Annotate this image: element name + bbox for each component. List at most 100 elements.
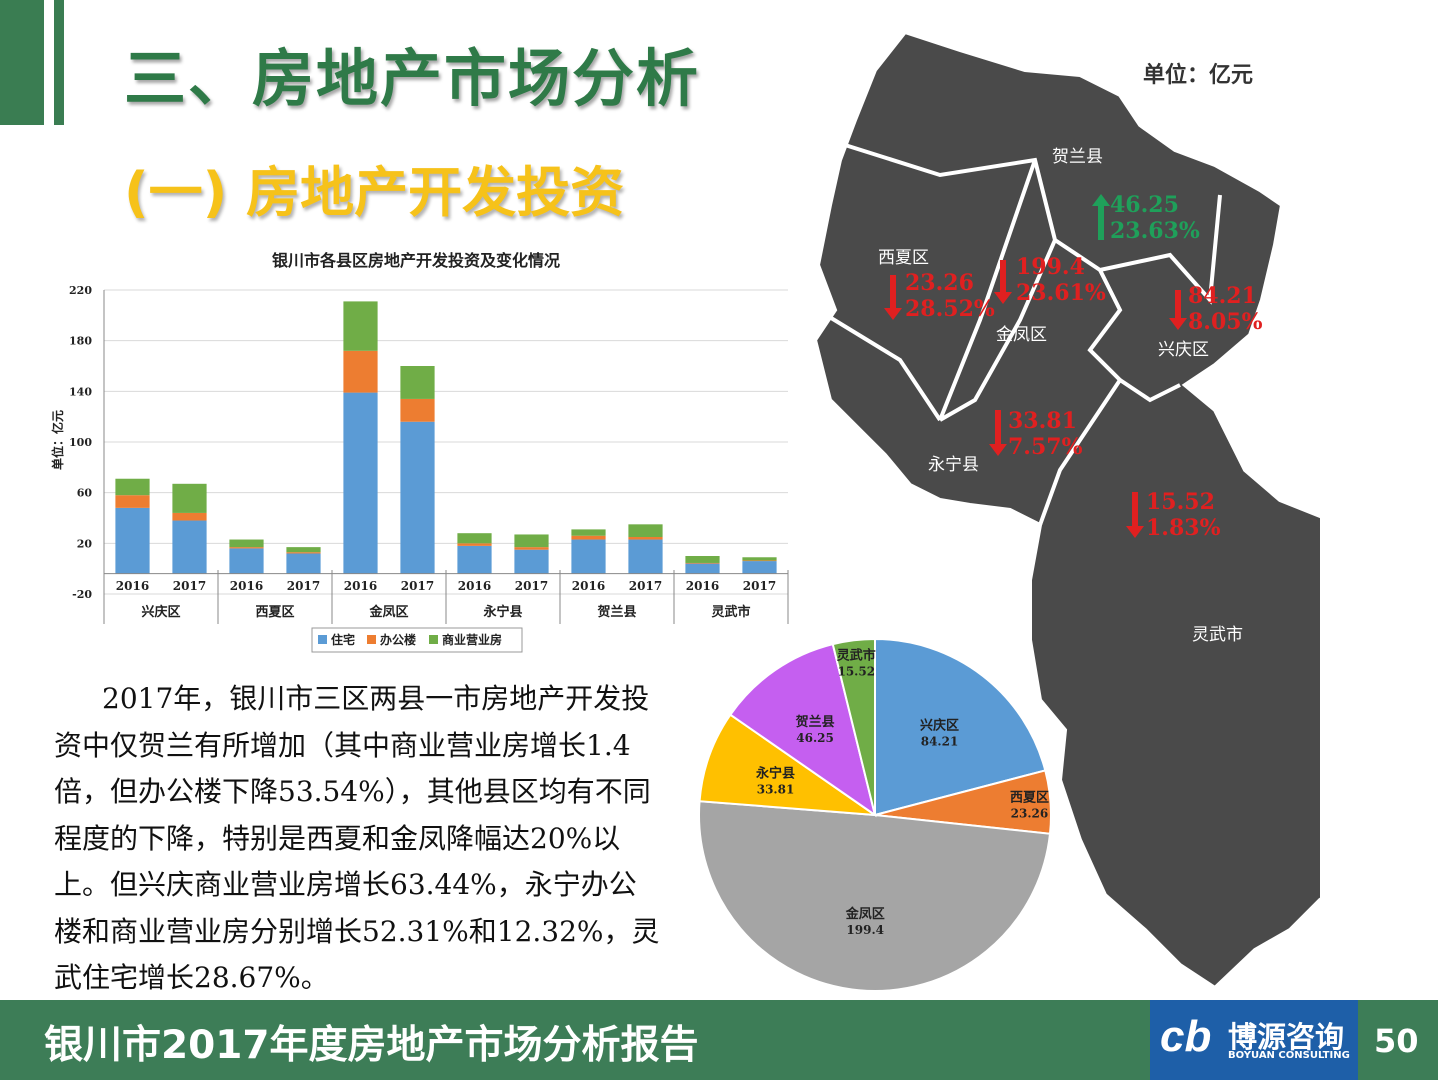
- unit-label: 单位：亿元: [1143, 63, 1254, 88]
- bar-segment: [286, 547, 321, 553]
- y-axis-label: 单位：亿元: [50, 410, 65, 470]
- region-change-xixia: 28.52%: [905, 296, 995, 322]
- bar-segment: [685, 562, 720, 564]
- region-name-jinfeng: 金凤区: [996, 325, 1047, 345]
- bar-segment: [286, 552, 321, 554]
- region-value-jinfeng: 199.4: [1016, 254, 1085, 280]
- bar-segment: [115, 507, 150, 574]
- pie-slice-label: 灵武市: [837, 647, 876, 663]
- bar-segment: [457, 545, 492, 574]
- x-tick-label: 2017: [629, 579, 662, 593]
- group-label: 灵武市: [711, 604, 750, 620]
- region-name-yongning: 永宁县: [928, 455, 979, 475]
- corner-decoration-bar-thin: [54, 0, 64, 125]
- map-label-xingqing: 84.21 8.05% 兴庆区: [1158, 283, 1263, 360]
- bar-segment: [286, 553, 321, 574]
- legend-swatch: [318, 635, 327, 644]
- bar-segment: [229, 548, 264, 574]
- x-tick-label: 2016: [458, 579, 491, 593]
- group-label: 西夏区: [255, 605, 294, 620]
- y-tick-label: 60: [77, 487, 93, 500]
- map-label-xixia: 西夏区 23.26 28.52%: [878, 248, 995, 322]
- map-annotations: 贺兰县 46.25 23.63% 西夏区 23.26 28.52% 199.4 …: [878, 147, 1263, 645]
- y-tick-label: -20: [72, 588, 92, 601]
- x-tick-label: 2017: [401, 579, 434, 593]
- bar-segment: [172, 512, 207, 521]
- bar-segment: [742, 560, 777, 562]
- bar-segment: [343, 350, 378, 393]
- pie-slice-label: 永宁县: [755, 766, 795, 782]
- map-label-helan: 贺兰县 46.25 23.63%: [1052, 147, 1200, 244]
- pie-slice: [874, 637, 1047, 817]
- x-tick-label: 2016: [572, 579, 605, 593]
- pie-slice-value: 33.81: [757, 783, 795, 797]
- pie-slice: [728, 642, 877, 818]
- region-name-xixia: 西夏区: [878, 248, 929, 268]
- legend-swatch: [367, 635, 376, 644]
- bar-segment: [115, 495, 150, 508]
- bar-segment: [343, 301, 378, 351]
- pie-slice-label: 兴庆区: [920, 717, 959, 733]
- logo-background: [1150, 1000, 1358, 1080]
- bar-segment: [685, 556, 720, 563]
- x-tick-label: 2016: [686, 579, 719, 593]
- group-label: 兴庆区: [141, 604, 180, 620]
- bar-segment: [628, 537, 663, 540]
- y-tick-label: 100: [69, 436, 92, 449]
- region-change-yongning: 7.57%: [1008, 434, 1083, 460]
- y-tick-label: 140: [69, 385, 92, 398]
- bar-segment: [514, 534, 549, 548]
- x-tick-label: 2016: [230, 579, 263, 593]
- map-label-lingwu: 15.52 1.83% 灵武市: [1126, 489, 1243, 645]
- region-name-lingwu: 灵武市: [1192, 625, 1243, 645]
- pie-slice-value: 15.52: [837, 664, 875, 678]
- region-name-helan: 贺兰县: [1052, 147, 1103, 167]
- legend-swatch: [429, 635, 438, 644]
- region-value-helan: 46.25: [1110, 192, 1179, 218]
- pie-slice-value: 46.25: [796, 731, 834, 745]
- y-tick-label: 220: [69, 284, 92, 297]
- legend-box: [311, 627, 523, 653]
- chart-legend: 住宅 办公楼 商业营业房: [311, 627, 523, 653]
- x-tick-label: 2017: [743, 579, 776, 593]
- boyuan-logo-icon: cb: [1160, 1012, 1212, 1061]
- region-change-xingqing: 8.05%: [1188, 309, 1263, 335]
- footer-title: 银川市2017年度房地产市场分析报告: [44, 1023, 699, 1068]
- bar-segment: [571, 535, 606, 540]
- region-map: [812, 29, 1320, 991]
- region-change-jinfeng: 23.61%: [1016, 280, 1106, 306]
- x-tick-label: 2017: [515, 579, 548, 593]
- pie-slice: [698, 800, 1052, 992]
- y-tick-label: 20: [77, 537, 93, 550]
- map-label-yongning: 33.81 7.57% 永宁县: [928, 408, 1083, 475]
- down-arrow-icon: [884, 275, 902, 320]
- region-value-yongning: 33.81: [1008, 408, 1077, 434]
- pie-slice-value: 84.21: [921, 734, 959, 748]
- region-change-helan: 23.63%: [1110, 218, 1200, 244]
- pie-slice: [831, 637, 876, 816]
- bar-segment: [571, 529, 606, 536]
- pie-slice: [698, 713, 879, 817]
- bar-segment: [514, 547, 549, 550]
- region-change-lingwu: 1.83%: [1146, 515, 1221, 541]
- bar-segment: [400, 398, 435, 422]
- corner-decoration-bar: [0, 0, 44, 125]
- pie-slice-label: 金凤区: [845, 906, 885, 922]
- bar-segment: [742, 557, 777, 561]
- region-value-xixia: 23.26: [905, 270, 974, 296]
- bar-segment: [229, 539, 264, 548]
- section-subtitle: (一) 房地产开发投资: [124, 161, 625, 224]
- page-title: 三、房地产市场分析: [124, 42, 701, 115]
- down-arrow-icon: [989, 410, 1007, 456]
- pie-slice-label: 贺兰县: [795, 714, 835, 730]
- bar-segment: [685, 563, 720, 574]
- down-arrow-icon: [1126, 492, 1144, 538]
- bar-segment: [742, 561, 777, 574]
- bar-segment: [571, 539, 606, 574]
- logo-subtext: BOYUAN CONSULTING: [1228, 1050, 1350, 1061]
- pie-slice-label: 西夏区: [1010, 790, 1049, 805]
- pie-slice-value: 23.26: [1011, 806, 1049, 820]
- bar-segment: [343, 392, 378, 574]
- legend-label: 住宅: [331, 632, 355, 647]
